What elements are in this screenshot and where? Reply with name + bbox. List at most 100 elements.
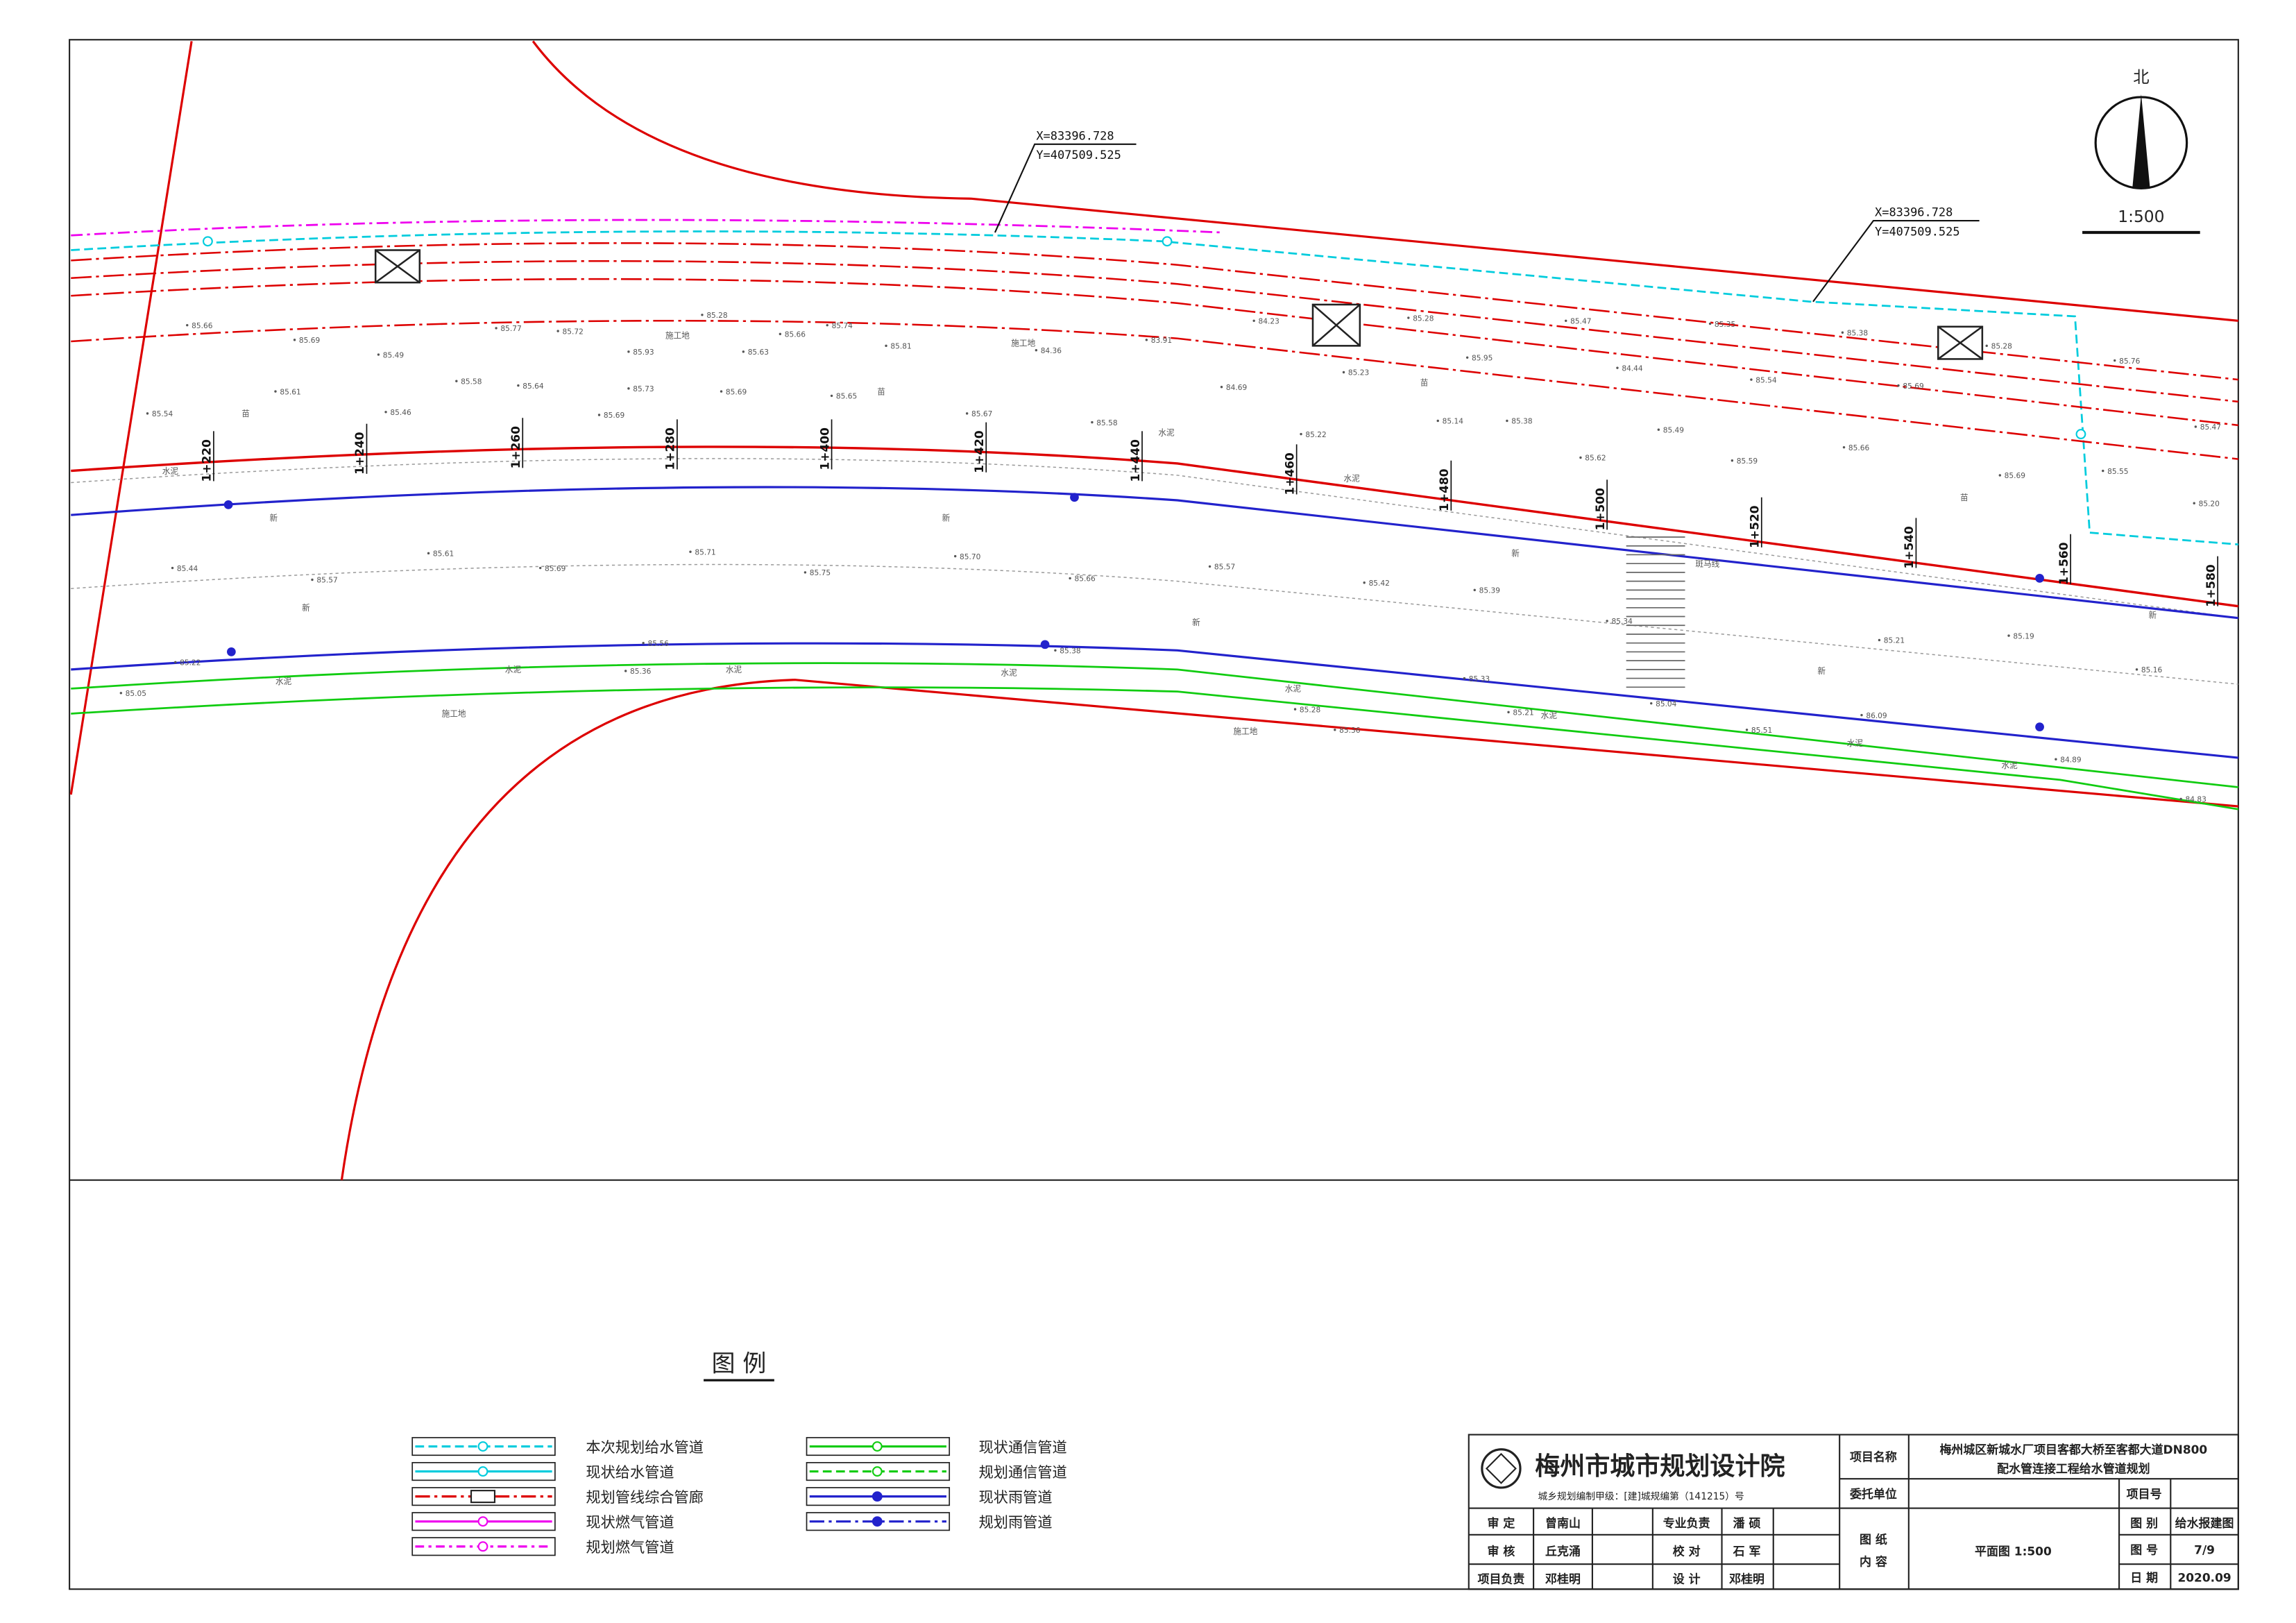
project-name: 梅州城区新城水厂项目客都大桥至客都大道DN800 [1939, 1443, 2207, 1456]
spot [2194, 425, 2197, 428]
chainage: 1+240 [352, 432, 366, 474]
spot [701, 314, 704, 316]
site-label: 水泥 [162, 466, 179, 476]
spot [274, 390, 277, 393]
spot [1745, 729, 1749, 731]
title-block [1468, 1434, 2239, 1590]
site-label: 水泥 [1285, 684, 1302, 694]
legend-title: 图 例 [712, 1350, 767, 1377]
label: 图 纸 [1860, 1532, 1887, 1546]
elevation: 85.61 [433, 550, 454, 559]
spot [779, 332, 782, 336]
chainage: 1+260 [509, 426, 522, 468]
spot [1342, 371, 1345, 374]
road-edge [532, 40, 2239, 322]
rain-node [1070, 493, 1079, 502]
signature-cell: 丘克涌 [1545, 1544, 1581, 1558]
elevation: 85.67 [971, 410, 992, 418]
spot [1363, 581, 1366, 584]
spot [2114, 359, 2116, 362]
elevation: 86.09 [1866, 712, 1887, 720]
legend-label: 现状给水管道 [586, 1463, 674, 1481]
elevation: 85.38 [1847, 329, 1869, 337]
spot [1897, 384, 1900, 387]
signature-cell: 审 定 [1488, 1516, 1515, 1530]
elevation: 85.28 [1413, 314, 1434, 323]
comm-pipe [71, 662, 2239, 788]
site-label: 苗 [877, 386, 885, 396]
site-label: 新 [1192, 618, 1200, 627]
elevation: 85.20 [2199, 500, 2220, 508]
elevation: 85.36 [630, 668, 652, 676]
elevation: 85.69 [726, 388, 747, 396]
elevation: 85.76 [2119, 357, 2141, 366]
spot [146, 412, 149, 415]
legend-label: 现状雨管道 [979, 1488, 1053, 1506]
curb [71, 563, 2238, 685]
elevation: 85.75 [810, 569, 831, 577]
rain-node [227, 647, 236, 656]
chainage: 1+220 [200, 439, 214, 482]
spot [1300, 432, 1302, 436]
legend-symbol [477, 1466, 488, 1477]
legend-symbol [871, 1466, 883, 1477]
site-label: 新 [1511, 549, 1520, 559]
spot [377, 353, 380, 356]
signature-cell: 设 计 [1673, 1572, 1701, 1586]
site-label: 水泥 [2001, 760, 2018, 770]
utility-corridor [71, 278, 2238, 427]
value: 7/9 [2194, 1543, 2215, 1556]
coordinate-x: X=83396.728 [1875, 205, 1953, 219]
legend-box [411, 1537, 556, 1556]
chainage: 1+520 [1748, 505, 1762, 547]
spot [2179, 797, 2182, 801]
site-label: 施工地 [1011, 338, 1035, 348]
spot [742, 350, 745, 353]
legend-symbol [871, 1516, 883, 1527]
water-node [1162, 236, 1173, 247]
elevation: 85.23 [1348, 369, 1369, 377]
spot [1473, 588, 1476, 592]
spot [1860, 713, 1863, 717]
elevation: 84.23 [1259, 318, 1279, 326]
elevation: 85.47 [1570, 318, 1591, 326]
legend-label: 本次规划给水管道 [586, 1438, 704, 1456]
chainage: 1+440 [1128, 439, 1142, 482]
scale-label: 1:500 [2118, 207, 2164, 226]
legend-symbol [477, 1516, 488, 1527]
label: 日 期 [2130, 1571, 2158, 1585]
elevation: 85.58 [461, 377, 482, 386]
signature-cell: 石 军 [1733, 1544, 1761, 1558]
spot [1407, 316, 1410, 319]
site-label: 苗 [1960, 493, 1968, 502]
coordinate-y: Y=407509.525 [1036, 148, 1121, 162]
elevation: 85.33 [1469, 675, 1490, 683]
spot [311, 578, 314, 581]
elevation: 84.69 [1226, 384, 1247, 392]
leader-line [994, 143, 1137, 233]
crosswalk [1626, 536, 1685, 688]
spot [171, 566, 174, 570]
spot [1985, 344, 1988, 348]
site-label: 苗 [241, 409, 250, 418]
site-label: 新 [302, 603, 310, 613]
elevation: 85.66 [192, 322, 213, 330]
elevation: 85.56 [648, 640, 670, 648]
elevation: 85.16 [2141, 666, 2163, 674]
elevation: 85.71 [695, 548, 715, 556]
legend-symbol [871, 1441, 883, 1452]
label: 图 号 [2130, 1543, 2158, 1556]
water-node [2075, 429, 2086, 439]
signature-cell: 邓桂明 [1545, 1572, 1581, 1586]
elevation: 85.66 [1848, 444, 1870, 452]
elevation: 85.55 [2107, 468, 2128, 476]
elevation: 85.93 [633, 348, 654, 357]
planned-gas-pipe [71, 219, 1222, 237]
site-label: 施工地 [1233, 726, 1257, 736]
spot [1252, 319, 1255, 322]
legend-symbol [477, 1441, 488, 1452]
spot [119, 692, 123, 695]
signature-cell: 专业负责 [1663, 1516, 1710, 1530]
